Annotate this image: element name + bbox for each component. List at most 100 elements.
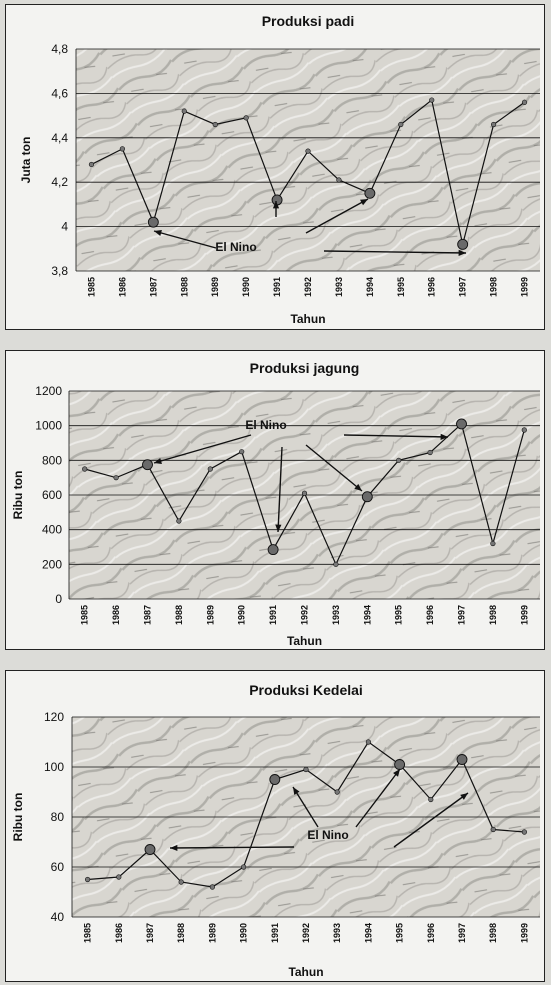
annotation-arrow-head [354,483,362,491]
x-tick-label: 1987 [143,605,153,625]
y-tick-label: 1000 [35,419,62,433]
x-tick-label: 1990 [237,605,247,625]
y-tick-label: 4,2 [51,175,68,189]
annotation-arrow [153,230,217,249]
data-point [305,148,311,154]
x-tick-label: 1996 [427,277,437,297]
y-tick-label: 60 [51,860,65,874]
el-nino-annotation: El Nino [153,198,467,257]
annotation-arrow-head [360,199,368,206]
annotation-arrow-head [272,201,280,209]
chart-jagung: Produksi jagung 0 200 400 600 800 1000 1200 1985… [11,360,540,648]
y-tick-label: 4 [61,220,68,234]
annotation-arrow-head [154,229,162,236]
x-tick-label: 1985 [86,277,96,297]
data-point [521,427,527,433]
annotation-arrow-head [293,787,300,795]
x-tick-label: 1986 [114,923,124,943]
chart-title: Produksi padi [262,13,355,29]
data-point [490,826,496,833]
x-tick-label: 1991 [270,923,280,943]
annotation-arrow [153,434,252,464]
y-tick-label: 4,8 [51,42,68,56]
el-nino-point [271,194,283,206]
el-nino-point [267,544,279,556]
data-point [490,540,496,547]
annotation-arrow [343,434,449,438]
x-tick-label: 1999 [520,277,530,297]
y-tick-label: 400 [42,523,62,537]
data-point [82,466,88,472]
x-tick-label: 1995 [396,277,406,297]
x-tick-label: 1988 [174,605,184,625]
x-tick-label: 1992 [301,923,311,943]
x-tick-label: 1995 [394,605,404,625]
y-tick-label: 120 [44,710,64,724]
annotation-arrow-head [458,249,466,257]
annotation-arrow [305,198,369,234]
plot-area [76,49,540,271]
el-nino-point [144,844,156,855]
chart-padi: Produksi padi 3,8 4 4,2 4,4 4,6 4,8 1985 1986 198… [19,13,540,326]
data-point [429,97,435,103]
annotation-arrow [305,444,363,492]
chart-title: Produksi jagung [250,360,360,376]
data-point [396,457,402,463]
y-tick-label: 0 [55,592,62,606]
annotation-arrow-head [275,524,282,532]
x-tick-label: 1986 [111,605,121,625]
el-nino-annotation: El Nino [153,418,449,533]
annotation-arrow-head [440,433,448,440]
annotation-label: El Nino [307,828,348,842]
annotation-arrow [277,446,283,533]
x-tick-label: 1990 [241,277,251,297]
y-tick-label: 1200 [35,384,62,398]
x-tick-label: 1997 [457,605,467,625]
data-point [119,146,125,152]
data-point [241,864,247,870]
annotation-arrow-head [170,844,178,852]
annotation-arrow [393,792,469,848]
x-tick-label: 1990 [239,923,249,943]
el-nino-point [364,187,376,199]
x-axis-label: Tahun [290,312,325,326]
data-point [207,466,213,472]
x-tick-label: 1985 [83,923,93,943]
x-tick-label: 1988 [179,277,189,297]
data-point [336,177,342,183]
y-axis-label: Juta ton [19,137,33,184]
annotation-arrow [355,768,401,828]
x-tick-label: 1987 [148,277,158,297]
x-tick-label: 1998 [489,277,499,297]
y-tick-label: 800 [42,453,62,467]
annotation-label: El Nino [245,418,286,432]
data-point [428,796,434,803]
data-point [243,115,249,121]
el-nino-point [147,216,159,228]
el-nino-point [456,754,468,765]
data-point [398,121,404,128]
data-point [181,108,187,114]
el-nino-point [456,418,467,430]
y-tick-label: 3,8 [51,264,68,278]
data-point [427,449,433,456]
x-axis-label: Tahun [288,965,323,979]
data-point [333,561,339,567]
x-axis-label: Tahun [287,634,322,648]
x-tick-label: 1999 [519,605,529,625]
y-tick-label: 200 [42,557,62,571]
data-point [116,874,122,880]
x-tick-label: 1997 [457,923,467,943]
data-point [209,884,215,890]
data-point [491,121,497,128]
x-tick-label: 1988 [176,923,186,943]
x-tick-label: 1992 [300,605,310,625]
chart-kedelai: Produksi Kedelai 40 60 80 100 120 1985 1986 1987… [11,682,540,979]
x-tick-label: 1998 [488,605,498,625]
x-tick-label: 1989 [205,605,215,625]
x-tick-label: 1994 [365,277,375,297]
y-tick-label: 40 [51,910,65,924]
data-point [84,876,91,883]
y-tick-label: 600 [42,488,62,502]
el-nino-point [457,238,469,250]
